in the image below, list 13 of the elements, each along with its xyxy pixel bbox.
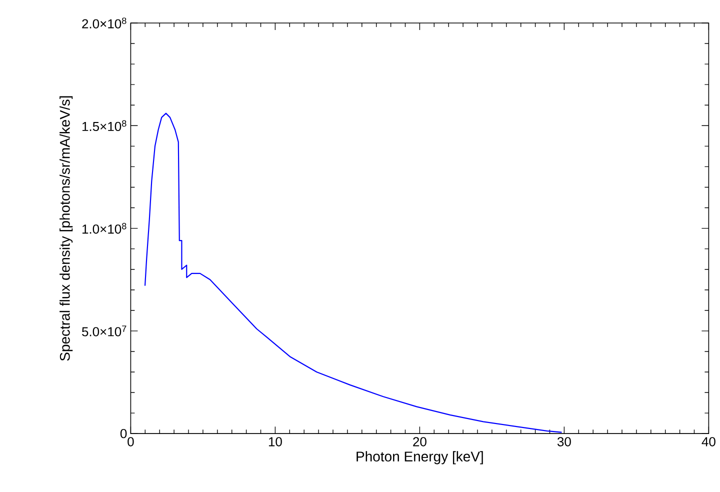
y-axis-title: Spectral flux density [photons/sr/mA/keV/s] — [60, 96, 73, 361]
y-tick-label: 1.0×10$^{8}$ — [82, 222, 126, 234]
y-tick-label: 2.0×10$^{8}$ — [82, 18, 126, 28]
x-tick-label: 0 — [128, 437, 134, 446]
x-tick-label: 40 — [702, 437, 716, 446]
line-series — [144, 112, 562, 433]
y-tick-label: 1.5×10$^{8}$ — [82, 120, 126, 132]
x-tick-label: 30 — [557, 437, 571, 446]
x-tick-label: 20 — [413, 437, 426, 446]
x-tick-label: 10 — [268, 437, 282, 446]
x-axis-title: Photon Energy [keV] — [356, 451, 483, 464]
y-tick-label: 5.0×10$^{7}$ — [82, 326, 126, 336]
y-tick-label: 0 — [120, 428, 127, 438]
